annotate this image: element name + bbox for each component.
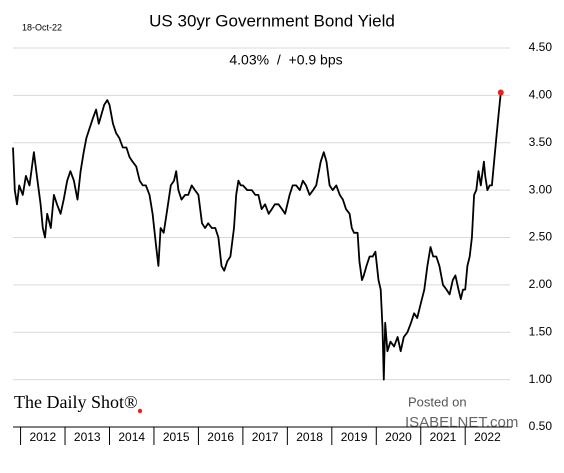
y-tick-label: 4.50 [529,40,553,54]
chart-title: US 30yr Government Bond Yield [149,11,395,30]
y-tick-label: 4.00 [529,88,553,102]
x-tick-label: 2012 [29,430,56,444]
y-tick-label: 1.00 [529,372,553,386]
y-tick-label: 2.50 [529,230,553,244]
y-tick-label: 3.00 [529,182,553,196]
posted-on: Posted on [408,394,467,409]
x-tick-label: 2020 [385,430,412,444]
y-tick-label: 1.50 [529,324,553,338]
y-tick-label: 3.50 [529,135,553,149]
x-tick-label: 2014 [118,430,145,444]
x-tick-label: 2022 [474,430,501,444]
branding: The Daily Shot® [14,392,138,412]
x-tick-label: 2017 [252,430,279,444]
y-tick-label: 2.00 [529,277,553,291]
x-tick-label: 2015 [163,430,190,444]
x-tick-label: 2018 [296,430,323,444]
y-tick-label: 0.50 [529,419,553,433]
source-label: ISABELNET.com [405,414,518,431]
date-label: 18-Oct-22 [22,22,62,32]
last-point [497,89,504,96]
branding-dot [137,408,143,414]
x-tick-label: 2013 [74,430,101,444]
x-tick-label: 2016 [207,430,234,444]
yield-line [12,92,502,381]
x-tick-label: 2021 [430,430,457,444]
x-tick-label: 2019 [341,430,368,444]
chart-subtitle: 4.03% / +0.9 bps [229,52,342,68]
